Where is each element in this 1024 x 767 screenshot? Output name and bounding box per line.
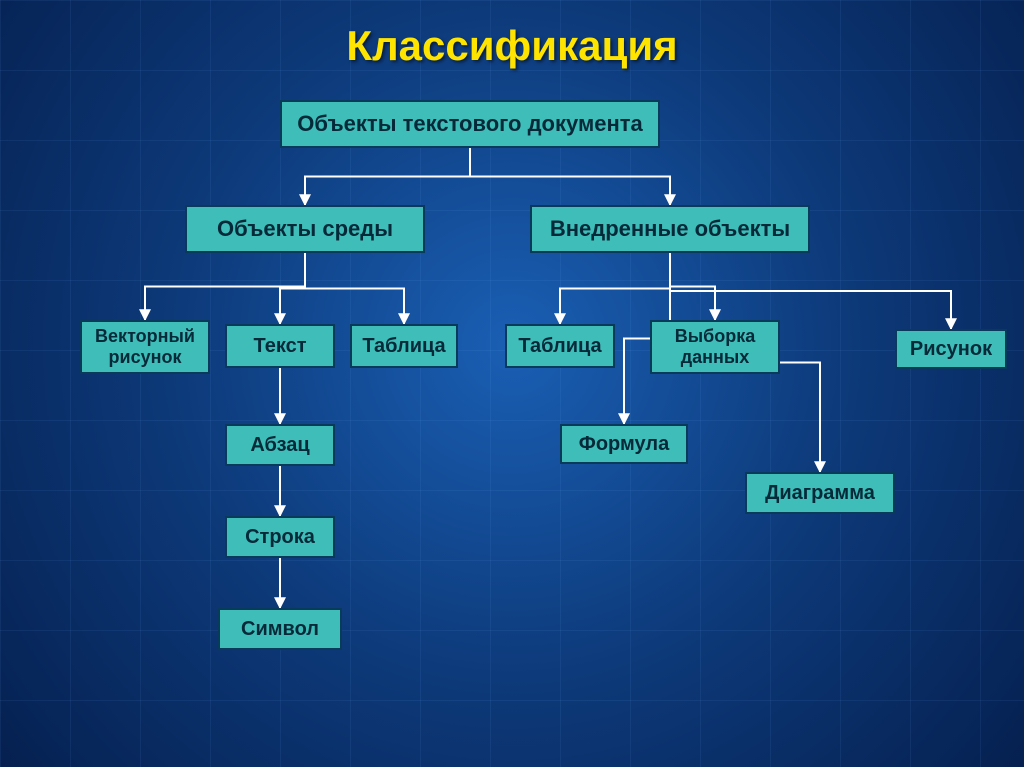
node-text: Текст: [225, 324, 335, 368]
node-diag: Диаграмма: [745, 472, 895, 514]
edge-embed-table2: [560, 253, 670, 324]
page-title: Классификация: [0, 22, 1024, 70]
node-env: Объекты среды: [185, 205, 425, 253]
edge-env-table1: [305, 253, 404, 324]
node-table2: Таблица: [505, 324, 615, 368]
edge-env-vect: [145, 253, 305, 320]
edge-env-text: [280, 253, 305, 324]
node-sel: Выборка данных: [650, 320, 780, 374]
diagram-stage: Классификация Объекты текстового докумен…: [0, 0, 1024, 767]
edge-root-env: [305, 148, 470, 205]
node-vect: Векторный рисунок: [80, 320, 210, 374]
node-line: Строка: [225, 516, 335, 558]
node-pic: Рисунок: [895, 329, 1007, 369]
node-formula: Формула: [560, 424, 688, 464]
edge-embed-pic: [670, 253, 951, 329]
node-embed: Внедренные объекты: [530, 205, 810, 253]
node-root: Объекты текстового документа: [280, 100, 660, 148]
node-sym: Символ: [218, 608, 342, 650]
edge-root-embed: [470, 148, 670, 205]
node-para: Абзац: [225, 424, 335, 466]
node-table1: Таблица: [350, 324, 458, 368]
edge-embed-sel: [670, 253, 715, 320]
